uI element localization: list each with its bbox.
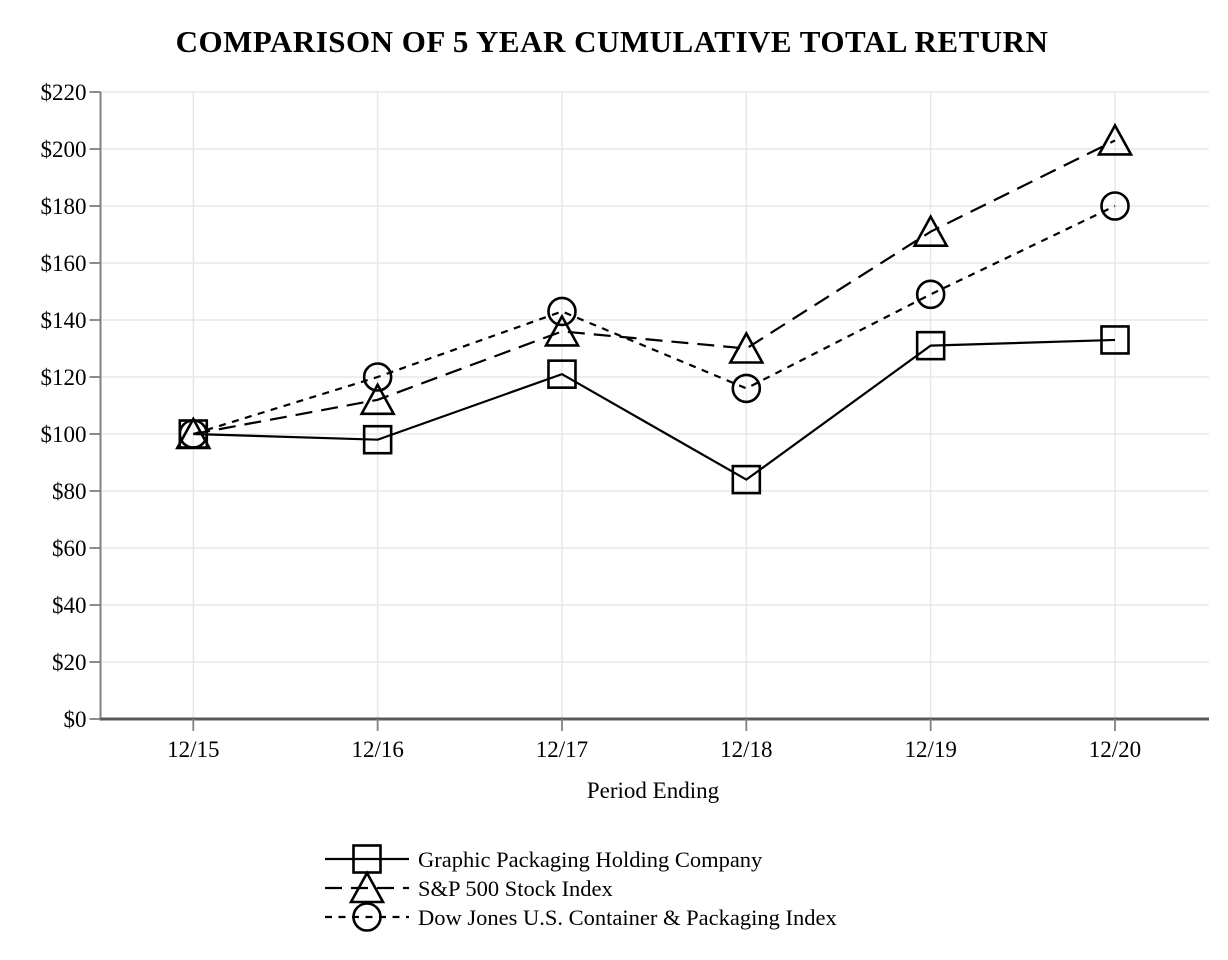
legend-label: Dow Jones U.S. Container & Packaging Ind…: [418, 905, 837, 930]
series-line-sandp-500-stock-index: [193, 139, 1116, 436]
y-tick-label: $180: [41, 194, 87, 219]
legend-label: Graphic Packaging Holding Company: [418, 847, 763, 872]
y-tick-label: $60: [52, 536, 87, 561]
y-tick-label: $80: [52, 479, 87, 504]
y-tick-label: $140: [41, 308, 87, 333]
marker-circle-icon: [1100, 191, 1130, 221]
x-tick-label: 12/15: [167, 737, 219, 762]
marker-triangle-icon: [543, 313, 581, 347]
legend-item-sandp-500-stock-index: S&P 500 Stock Index: [325, 870, 613, 904]
marker-square-icon: [915, 330, 946, 361]
y-tick-label: $20: [52, 650, 87, 675]
series-line-dow-jones-u-s-container-and-packaging-index: [192, 205, 1116, 436]
y-tick-label: $160: [41, 251, 87, 276]
x-tick-label: 12/20: [1089, 737, 1141, 762]
marker-circle-icon: [352, 902, 382, 932]
y-tick-label: $100: [41, 422, 87, 447]
x-tick-label: 12/19: [904, 737, 956, 762]
y-tick-label: $0: [64, 707, 87, 732]
legend: Graphic Packaging Holding Company S&P 500…: [325, 844, 837, 932]
legend-item-graphic-packaging-holding-company: Graphic Packaging Holding Company: [325, 844, 763, 874]
marker-triangle-icon: [348, 870, 386, 904]
x-axis-tick-labels: 12/15 12/16 12/17 12/18 12/19 12/20: [167, 737, 1141, 762]
x-tick-label: 12/17: [536, 737, 588, 762]
chart-title: COMPARISON OF 5 YEAR CUMULATIVE TOTAL RE…: [176, 24, 1049, 59]
y-tick-label: $40: [52, 593, 87, 618]
marker-square-icon: [362, 424, 393, 455]
legend-item-dow-jones-u-s-container-and-packaging-index: Dow Jones U.S. Container & Packaging Ind…: [325, 902, 837, 932]
legend-label: S&P 500 Stock Index: [418, 876, 613, 901]
marker-circle-icon: [915, 279, 946, 310]
marker-circle-icon: [362, 362, 393, 392]
x-tick-label: 12/18: [720, 737, 772, 762]
marker-triangle-icon: [1096, 122, 1134, 156]
y-tick-label: $120: [41, 365, 87, 390]
x-axis-title: Period Ending: [587, 778, 720, 803]
marker-circle-icon: [547, 296, 577, 327]
y-tick-label: $220: [41, 80, 87, 105]
marker-square-icon: [547, 359, 577, 389]
marker-triangle-icon: [912, 213, 949, 247]
series-dow-jones-u-s-container-and-packaging-index: [178, 191, 1130, 449]
marker-circle-icon: [731, 373, 762, 404]
data-series: [175, 122, 1134, 495]
y-tick-label: $200: [41, 137, 87, 162]
x-tick-label: 12/16: [351, 737, 403, 762]
series-sandp-500-stock-index: [175, 122, 1134, 450]
marker-triangle-icon: [728, 330, 765, 364]
marker-triangle-icon: [359, 382, 396, 416]
gridlines: [100, 91, 1209, 719]
marker-square-icon: [731, 464, 762, 495]
marker-circle-icon: [178, 419, 209, 449]
y-axis-tick-labels: $0 $20 $40 $60 $80 $100 $120 $140 $160 $180 $200 $2…: [41, 80, 87, 732]
marker-square-icon: [1100, 325, 1130, 355]
axes: [99, 92, 1209, 721]
series-line-graphic-packaging-holding-company: [193, 338, 1116, 481]
axis-ticks: [89, 91, 1116, 731]
